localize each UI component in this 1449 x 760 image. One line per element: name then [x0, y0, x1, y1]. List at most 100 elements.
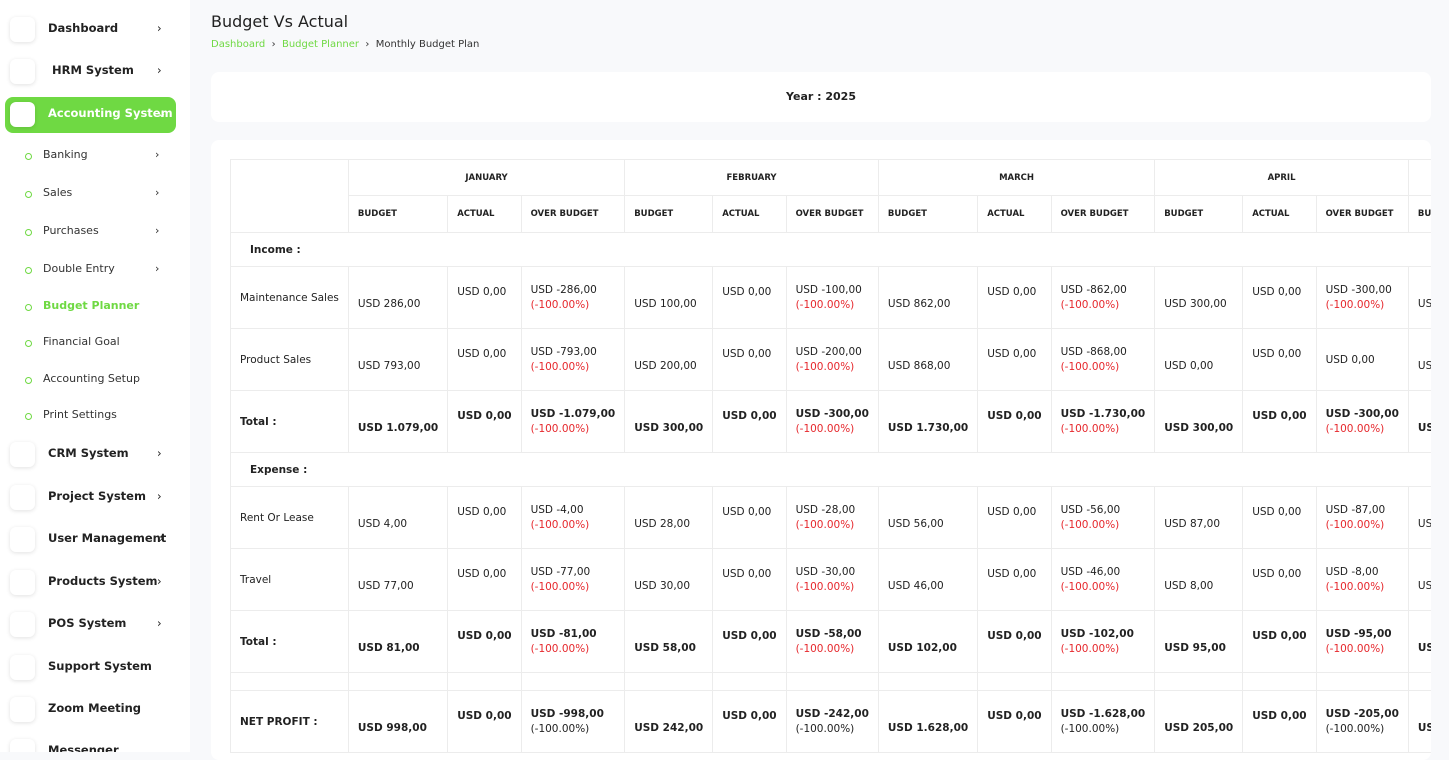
- breadcrumb-link[interactable]: Dashboard: [211, 39, 266, 50]
- budget-cell: USD 190,00: [1407, 266, 1431, 329]
- over-budget-cell: USD -58,00 (-100.00%): [785, 610, 879, 673]
- budget-cell: USD 58,00: [624, 610, 714, 673]
- actual-cell: USD 0,00: [447, 328, 522, 391]
- over-budget-cell: USD -102,00 (-100.00%): [1050, 610, 1156, 673]
- actual-cell: USD 0,00: [977, 390, 1052, 453]
- breadcrumb-link[interactable]: Budget Planner: [281, 39, 360, 50]
- spacer-cell: [877, 672, 979, 691]
- over-budget-cell: USD -862,00 (-100.00%): [1050, 266, 1156, 329]
- section-title: Income :: [230, 232, 1431, 267]
- over-budget-value: USD -793,00: [530, 346, 597, 358]
- section-title: Expense :: [230, 452, 1431, 487]
- actual-cell: USD 0,00: [712, 486, 787, 549]
- over-budget-cell: USD -4,00 (-100.00%): [520, 486, 626, 549]
- budget-cell: USD 286,00: [347, 266, 449, 329]
- nav-label: Purchases: [43, 224, 99, 237]
- data-row: Total : USD 1.079,00 USD 0,00 USD -1.079,00…: [230, 390, 1431, 453]
- column-header: BUDGET: [1407, 195, 1431, 233]
- subheader-row: BUDGET ACTUAL OVER BUDGET BUDGET ACTUAL OVER …: [231, 195, 1431, 233]
- row-label: Product Sales: [230, 328, 349, 391]
- over-budget-percent: (-100.00%): [530, 519, 590, 531]
- actual-cell: USD 0,00: [447, 548, 522, 611]
- budget-cell: USD 200,00: [624, 328, 714, 391]
- budget-cell: USD 784,00: [1407, 690, 1431, 753]
- over-budget-value: USD -46,00: [1060, 566, 1121, 578]
- spacer-cell: [624, 672, 714, 691]
- actual-cell: USD 0,00: [977, 266, 1052, 329]
- data-row: Total : USD 81,00 USD 0,00 USD -81,00 (-100.…: [230, 610, 1431, 673]
- over-budget-value: USD -1.730,00: [1060, 408, 1146, 420]
- actual-cell: USD 0,00: [1242, 690, 1317, 753]
- over-budget-value: USD -300,00: [795, 408, 869, 420]
- budget-cell: USD 4,00: [347, 486, 449, 549]
- nav-label: HRM System: [52, 63, 134, 77]
- actual-cell: USD 0,00: [977, 486, 1052, 549]
- over-budget-value: USD -8,00: [1325, 566, 1379, 578]
- column-header: ACTUAL: [447, 195, 522, 233]
- nav-label: Double Entry: [43, 262, 115, 275]
- column-header: ACTUAL: [977, 195, 1052, 233]
- actual-cell: USD 0,00: [1242, 548, 1317, 611]
- row-label: Rent Or Lease: [230, 486, 349, 549]
- over-budget-cell: USD -1.730,00 (-100.00%): [1050, 390, 1156, 453]
- nav-label: Sales: [43, 186, 73, 199]
- header-row: JANUARYFEBRUARYMARCHAPRILMAY: [230, 159, 1431, 233]
- actual-cell: USD 0,00: [447, 486, 522, 549]
- over-budget-value: USD -100,00: [795, 284, 862, 296]
- over-budget-cell: USD -81,00 (-100.00%): [520, 610, 626, 673]
- nav-label: Messenger: [48, 743, 119, 752]
- budget-cell: USD 28,00: [1407, 486, 1431, 549]
- budget-table: JANUARYFEBRUARYMARCHAPRILMAYBUDGETACTUAL…: [230, 159, 1431, 753]
- actual-cell: USD 0,00: [712, 266, 787, 329]
- budget-cell: USD 102,00: [877, 610, 979, 673]
- row-label: Maintenance Sales: [230, 266, 349, 329]
- row-label: Total :: [230, 390, 349, 453]
- sidebar: Dashboard › HRM System › Accounting System…: [0, 0, 190, 752]
- column-header: ACTUAL: [712, 195, 787, 233]
- over-budget-percent: (-100.00%): [795, 299, 855, 311]
- over-budget-cell: USD -200,00 (-100.00%): [785, 328, 879, 391]
- budget-cell: USD 205,00: [1154, 690, 1244, 753]
- year-label: Year : 2025: [786, 90, 856, 103]
- over-budget-percent: (-100.00%): [1060, 519, 1120, 531]
- actual-cell: USD 0,00: [712, 690, 787, 753]
- year-card: Year : 2025: [211, 72, 1431, 122]
- actual-cell: USD 0,00: [447, 690, 522, 753]
- data-row: Rent Or Lease USD 4,00 USD 0,00 USD -4,00 (-…: [230, 486, 1431, 549]
- over-budget-percent: (-100.00%): [530, 361, 590, 373]
- actual-cell: USD 0,00: [447, 390, 522, 453]
- row-label: NET PROFIT :: [230, 690, 349, 753]
- budget-cell: USD 793,00: [347, 328, 449, 391]
- data-row: Travel USD 77,00 USD 0,00 USD -77,00 (-100.0…: [230, 548, 1431, 611]
- over-budget-cell: USD -300,00 (-100.00%): [785, 390, 879, 453]
- over-budget-value: USD -56,00: [1060, 504, 1121, 516]
- over-budget-percent: (-100.00%): [795, 519, 855, 531]
- page-title: Budget Vs Actual: [211, 12, 349, 31]
- over-budget-percent: (-100.00%): [1325, 643, 1385, 655]
- corner-cell: [230, 159, 349, 233]
- actual-cell: USD 0,00: [1242, 266, 1317, 329]
- column-header: OVER BUDGET: [785, 195, 879, 233]
- column-header: OVER BUDGET: [1315, 195, 1409, 233]
- spacer-cell: [785, 672, 879, 691]
- actual-cell: USD 0,00: [977, 328, 1052, 391]
- column-header: BUDGET: [347, 195, 449, 233]
- budget-cell: USD 111,00: [1407, 610, 1431, 673]
- section-row: Expense :: [230, 452, 1431, 487]
- table-card: JANUARYFEBRUARYMARCHAPRILMAYBUDGETACTUAL…: [211, 140, 1431, 760]
- over-budget-percent: (-100.00%): [795, 581, 855, 593]
- column-header: BUDGET: [1154, 195, 1244, 233]
- over-budget-value: USD -30,00: [795, 566, 856, 578]
- budget-cell: USD 28,00: [624, 486, 714, 549]
- budget-cell: USD 77,00: [347, 548, 449, 611]
- over-budget-percent: (-100.00%): [1325, 423, 1385, 435]
- over-budget-percent: (-100.00%): [1060, 299, 1120, 311]
- nav-label: Banking: [43, 148, 88, 161]
- spacer-cell: [1050, 672, 1156, 691]
- actual-cell: USD 0,00: [1242, 610, 1317, 673]
- over-budget-cell: USD -205,00 (-100.00%): [1315, 690, 1409, 753]
- spacer-cell: [977, 672, 1052, 691]
- nav-label: Financial Goal: [43, 335, 120, 348]
- over-budget-cell: USD -8,00 (-100.00%): [1315, 548, 1409, 611]
- spacer-cell: [1407, 672, 1431, 691]
